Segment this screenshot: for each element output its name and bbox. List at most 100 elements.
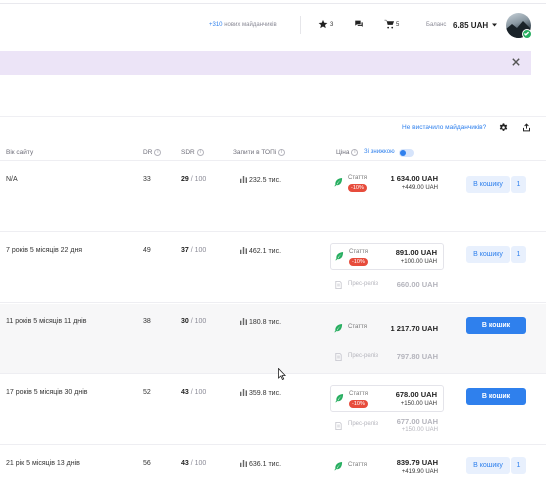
table-row: 11 років 5 місяців 11 днів 38 30 / 100 1… [0,304,546,374]
dr-value: 52 [143,389,151,396]
bar-chart-icon [240,176,247,183]
info-icon[interactable]: i [196,149,204,156]
bar-chart-icon [240,389,247,396]
chat-icon[interactable] [354,19,364,29]
article-price-box[interactable]: Стаття -10% 891.00 UAH +100.00 UAH [330,243,444,270]
article-label: Стаття [349,249,368,255]
new-sites-count: +310 [209,22,223,28]
notification-banner [0,51,531,75]
site-age: N/A [6,176,18,183]
header-price[interactable]: Ціна i [336,149,359,156]
leaf-icon [335,393,344,403]
traffic-value: 462.1 тис. [240,247,281,255]
header-age[interactable]: Вік сайту [6,149,34,156]
article-price-box[interactable]: Стаття -10% 1 634.00 UAH +449.00 UAH [330,170,444,197]
leaf-icon [334,323,343,333]
cart-quantity[interactable]: 1 [511,246,526,263]
article-price: 1 634.00 UAH [390,174,438,183]
dr-value: 33 [143,176,151,183]
gear-icon[interactable] [499,123,508,132]
document-icon [335,421,342,431]
press-release-price: 660.00 UAH [396,280,438,289]
sdr-score: 37 [181,247,189,254]
sdr-max: / 100 [190,460,207,467]
discount-badge: -10% [349,400,368,408]
leaf-icon [334,461,343,471]
dr-value: 56 [143,460,151,467]
header-traffic-label: Запити в ТОПі [233,149,277,157]
mouse-cursor-icon [278,368,286,380]
cart-count: 5 [396,22,400,28]
leaf-icon [334,177,343,187]
article-price: 839.79 UAH [396,458,438,467]
table-header: Вік сайту DR i SDR i Запити в ТОПі i Ціна i [0,143,546,161]
balance-label: Баланс [426,22,447,28]
in-cart-button[interactable]: В кошику [466,457,510,474]
add-to-cart-button[interactable]: В кошик [466,317,526,334]
bar-chart-icon [240,460,247,467]
header-dr-label: DR [143,149,153,157]
header-sdr[interactable]: SDR i [181,149,204,156]
article-price-delta: +449.00 UAH [401,185,438,191]
new-sites-text: нових майданчиків [224,22,277,28]
article-label: Стаття [348,324,367,330]
traffic-text: 462.1 тис. [249,248,282,255]
in-cart-button[interactable]: В кошику [466,176,510,193]
press-release-price-box[interactable]: Прес-реліз 660.00 UAH [330,273,444,300]
star-icon[interactable] [318,19,328,29]
bar-chart-icon [240,318,247,325]
table-row: 17 років 5 місяців 30 днів 52 43 / 100 3… [0,375,546,445]
in-cart-button[interactable]: В кошику [466,246,510,263]
top-divider [0,0,546,4]
traffic-text: 359.8 тис. [249,390,282,397]
sdr-score: 29 [181,176,189,183]
press-release-price-box[interactable]: Прес-реліз 677.00 UAH +150.00 UAH [330,414,444,441]
header-dr[interactable]: DR i [143,149,162,157]
press-release-label: Прес-реліз [348,353,379,359]
cart-icon[interactable] [384,19,395,29]
press-release-price-delta: +150.00 UAH [401,427,438,433]
export-icon[interactable] [522,123,531,132]
document-icon [335,352,342,362]
traffic-value: 232.5 тис. [240,176,281,184]
table-row: N/A 33 29 / 100 232.5 тис. Стаття -10% 1… [0,162,546,232]
sdr-score: 43 [181,460,189,467]
discount-badge: -10% [348,184,367,192]
not-enough-sites-link[interactable]: Не вистачило майданчиків? [402,124,487,131]
sdr-max: / 100 [190,176,207,183]
balance-value[interactable]: 6.85 UAH [453,21,489,30]
header-divider [300,16,301,34]
article-price-box[interactable]: Стаття 1 217.70 UAH [330,316,444,343]
discount-toggle[interactable] [399,149,414,157]
article-price: 1 217.70 UAH [390,324,438,333]
discount-toggle-label: Зі знижкою [364,149,395,155]
article-price-box[interactable]: Стаття -10% 678.00 UAH +150.00 UAH [330,385,444,412]
cart-quantity[interactable]: 1 [511,176,526,193]
info-icon[interactable]: i [278,149,286,156]
article-label: Стаття [348,175,367,181]
traffic-value: 636.1 тис. [240,460,281,468]
info-icon[interactable]: i [351,149,359,156]
discount-badge: -10% [349,258,368,266]
cart-quantity[interactable]: 1 [511,457,526,474]
article-price: 678.00 UAH [395,390,437,399]
new-sites-notice[interactable]: +310 нових майданчиків [209,22,277,28]
dr-value: 49 [143,247,151,254]
close-icon[interactable] [512,58,520,66]
add-to-cart-button[interactable]: В кошик [466,388,526,405]
section-divider [0,116,546,117]
article-price-box[interactable]: Стаття 839.79 UAH +419.90 UAH [330,454,444,481]
sdr-value: 43 / 100 [181,389,206,396]
sdr-value: 37 / 100 [181,247,206,254]
chevron-down-icon[interactable] [492,23,497,27]
press-release-price-box[interactable]: Прес-реліз 797.80 UAH [330,345,444,372]
sdr-max: / 100 [190,247,207,254]
site-age: 7 років 5 місяців 22 дня [6,247,83,254]
press-release-price: 797.80 UAH [396,352,438,361]
press-release-label: Прес-реліз [348,421,379,427]
site-age: 11 років 5 місяців 11 днів [6,318,87,325]
info-icon[interactable]: i [154,149,162,156]
press-release-price: 677.00 UAH [396,417,438,426]
header-traffic[interactable]: Запити в ТОПі i [233,149,286,157]
dr-value: 38 [143,318,151,325]
